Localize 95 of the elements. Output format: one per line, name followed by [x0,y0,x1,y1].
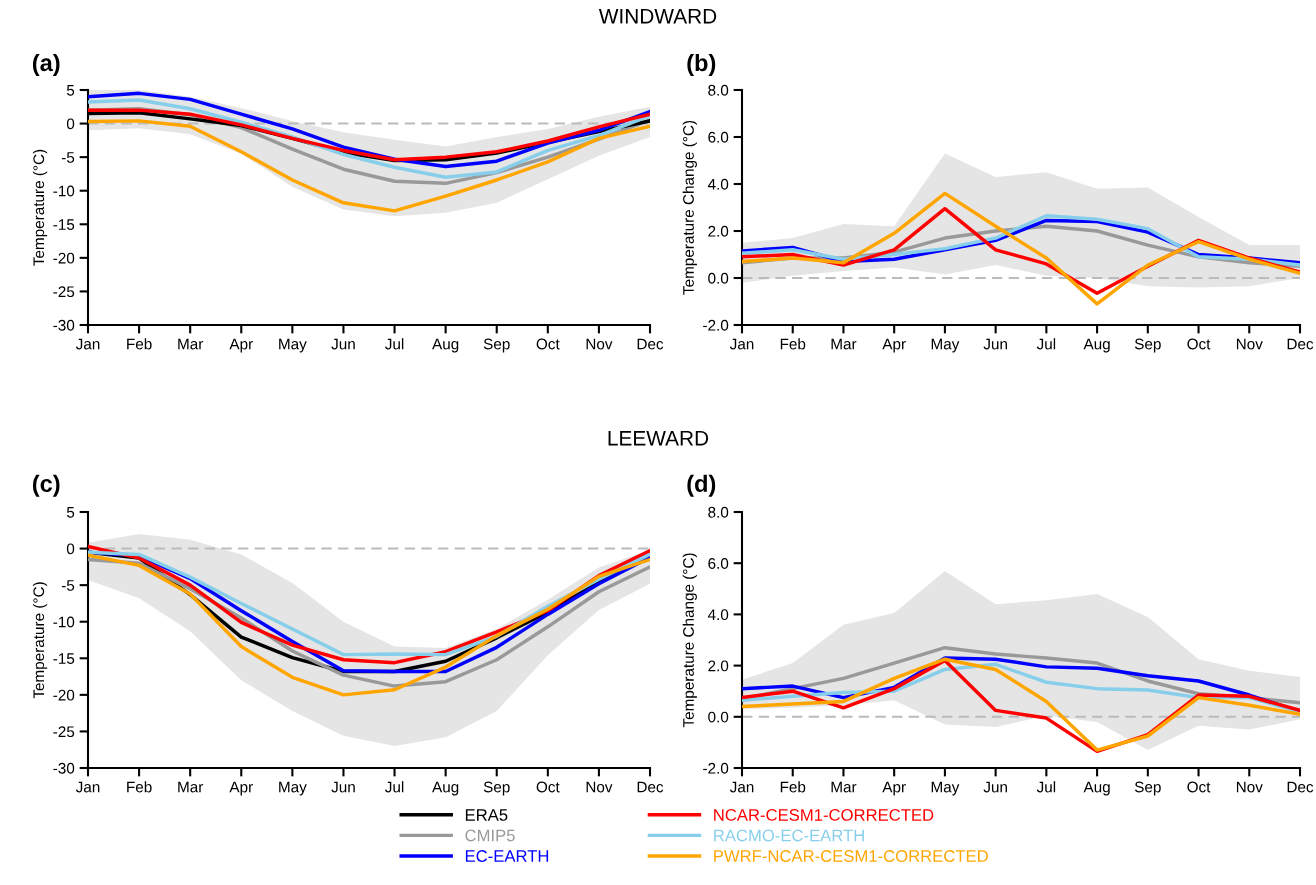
text: (d) [687,474,716,497]
y-tick-label: 6.0 [708,558,729,569]
y-tick-label: 2.0 [708,660,729,672]
x-tick-label: Oct [536,338,560,350]
x-tick-label: Jul [385,781,404,793]
x-tick-label: Apr [882,338,906,353]
legend-label: CMIP5 [465,829,515,842]
y-tick-label: -25 [53,286,75,298]
x-tick-label: Oct [1187,781,1211,793]
y-tick-label: -5 [61,580,75,591]
x-tick-label: Mar [178,781,204,793]
x-tick-label: Jan [729,338,754,350]
x-tick-label: Oct [1187,338,1211,350]
y-tick-label: -30 [53,319,75,331]
text: (b) [687,53,716,76]
x-tick-label: May [279,781,307,796]
y-axis-title: Temperature (°C) [32,149,48,266]
y-axis-title: Temperature (°C) [32,582,48,699]
x-tick-label: Jul [1036,781,1056,793]
y-tick-label: -5 [61,152,75,163]
x-tick-label: Aug [432,781,459,796]
line-series [88,119,650,213]
y-tick-label: -20 [53,252,75,264]
x-tick-label: Mar [831,338,857,350]
x-tick-label: Aug [432,338,459,353]
x-tick-label: Feb [127,781,152,793]
x-tick-label: Dec [1287,338,1314,350]
x-tick-label: Jan [729,781,754,793]
x-tick-label: Jul [385,338,404,350]
x-tick-label: Nov [586,781,613,793]
y-tick-label: 0.0 [708,272,729,284]
x-tick-label: Apr [882,781,906,796]
x-tick-label: Feb [127,338,152,350]
x-tick-label: May [279,338,307,353]
legend-label: ERA5 [465,809,508,821]
legend-label: PWRF-NCAR-CESM1-CORRECTED [714,850,988,862]
x-tick-label: Nov [586,338,613,350]
x-tick-label: Jun [983,338,1007,350]
y-axis-title: Temperature Change (°C) [682,120,697,295]
x-tick-label: Oct [536,781,560,793]
y-tick-label: 0.0 [708,711,729,723]
legend-label: RACMO-EC-EARTH [714,829,864,842]
legend-label: EC-EARTH [465,850,549,862]
x-tick-label: Mar [831,781,857,793]
x-tick-label: Feb [780,338,806,350]
x-tick-label: Aug [1083,338,1110,353]
y-tick-label: 5 [66,85,75,96]
y-tick-label: -2.0 [703,762,729,774]
legend-label: NCAR-CESM1-CORRECTED [714,809,934,821]
x-tick-label: Sep [483,781,510,796]
x-tick-label: Jun [983,781,1007,793]
x-tick-label: Jun [331,338,355,350]
y-tick-label: -25 [53,726,75,738]
y-tick-label: -15 [53,653,75,664]
text: (a) [32,53,60,76]
y-tick-label: 5 [66,507,75,518]
y-tick-label: -10 [53,185,75,197]
x-tick-label: Aug [1083,781,1110,796]
x-tick-label: Apr [229,781,253,796]
chart-title: LEEWARD [608,431,709,446]
chart-title: WINDWARD [598,9,717,24]
y-tick-label: 0 [66,118,75,130]
x-tick-label: Jun [331,781,355,793]
x-tick-label: Mar [178,338,204,350]
x-tick-label: Jul [1036,338,1056,350]
y-tick-label: 2.0 [708,225,729,237]
x-tick-label: Sep [483,338,510,353]
line-series [742,191,1300,306]
x-tick-label: Sep [1134,781,1161,796]
y-tick-label: -2.0 [703,319,729,331]
y-tick-label: 4.0 [707,178,729,190]
y-tick-label: 0 [66,543,75,555]
x-tick-label: Dec [637,781,664,793]
x-tick-label: May [931,338,960,353]
x-tick-label: Jan [75,781,100,793]
x-tick-label: Nov [1236,338,1263,350]
y-tick-label: 8.0 [708,506,729,518]
x-tick-label: Sep [1134,338,1161,353]
x-tick-label: Dec [637,338,664,350]
y-tick-label: 8.0 [708,84,729,96]
text: (c) [32,474,60,497]
y-tick-label: -10 [53,616,75,628]
x-tick-label: Jan [75,338,100,350]
y-tick-label: -15 [53,219,75,230]
x-tick-label: Feb [780,781,806,793]
x-tick-label: May [931,781,960,796]
x-tick-label: Dec [1287,781,1314,793]
x-tick-label: Nov [1236,781,1263,793]
y-axis-title: Temperature Change (°C) [682,553,697,728]
y-tick-label: -30 [53,762,75,774]
x-tick-label: Apr [229,338,253,353]
y-tick-label: 4.0 [707,609,729,621]
y-tick-label: 6.0 [708,131,729,143]
line-series [88,98,650,180]
y-tick-label: -20 [53,689,75,701]
